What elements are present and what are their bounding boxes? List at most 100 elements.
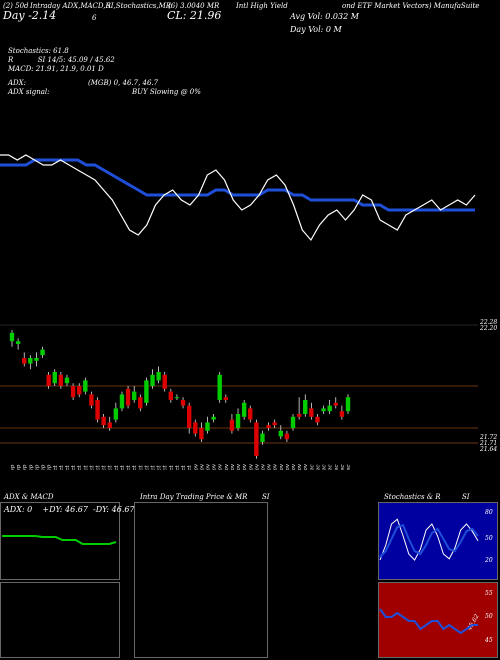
date-axis: 22 Sep23 Sep24 Sep25 Sep26 Sep29 Sep30 S… xyxy=(10,463,352,470)
candle-body xyxy=(89,394,94,406)
candle-body xyxy=(248,408,253,420)
candle-body xyxy=(174,397,180,399)
adx-panel-title: ADX & MACD xyxy=(4,493,54,501)
date-tick-label: 28 Oct xyxy=(169,465,175,470)
date-tick-label: 30 Oct xyxy=(181,465,187,470)
adx-values: ADX: 0 +DY: 46.67 -DY: 46.67 xyxy=(4,505,135,514)
candle-body xyxy=(333,402,338,406)
candle-body xyxy=(107,422,112,428)
date-tick-label: 21 Oct xyxy=(138,465,144,470)
candle-body xyxy=(315,416,320,423)
date-tick-label: 08 Dec xyxy=(340,465,346,471)
date-tick-label: 24 Oct xyxy=(157,465,163,470)
date-tick-label: 10 Oct xyxy=(96,465,102,470)
date-tick-label: 02 Dec xyxy=(315,465,321,471)
date-tick-label: 25 Nov xyxy=(291,463,297,470)
candle-body xyxy=(296,414,302,417)
candle-body xyxy=(180,400,186,406)
date-tick-label: 03 Nov xyxy=(193,463,199,470)
stoch-tick-80: 80 xyxy=(485,509,493,516)
candle-body xyxy=(241,402,247,417)
candle-body xyxy=(64,377,70,384)
date-tick-label: 31 Oct xyxy=(187,465,193,470)
candlesticks xyxy=(9,330,351,459)
date-tick-label: 20 Oct xyxy=(132,465,138,470)
date-tick-label: 07 Oct xyxy=(77,465,83,470)
date-tick-label: 17 Nov xyxy=(254,463,260,470)
date-tick-label: 17 Oct xyxy=(126,465,132,470)
candle-body xyxy=(113,408,119,420)
price-tick-bot-c: 21.64 xyxy=(480,446,498,453)
date-tick-label: 12 Nov xyxy=(236,463,242,470)
candle-body xyxy=(40,349,45,356)
date-tick-label: 15 Oct xyxy=(114,465,120,470)
avg-volume: Avg Vol: 0.032 M xyxy=(290,12,359,21)
date-tick-label: 22 Oct xyxy=(144,465,150,470)
candle-body xyxy=(9,332,15,342)
stochastics-panel xyxy=(378,502,498,580)
date-tick-label: 29 Oct xyxy=(175,465,181,470)
candle-body xyxy=(278,430,283,437)
date-tick-label: 01 Dec xyxy=(309,465,315,471)
stoch-tick-20: 20 xyxy=(485,557,493,564)
candle-body xyxy=(70,386,76,398)
candle-body xyxy=(22,358,27,364)
candle-body xyxy=(34,358,39,361)
date-tick-label: 07 Nov xyxy=(218,463,224,470)
macd-panel xyxy=(0,582,120,658)
date-tick-label: 08 Oct xyxy=(83,465,89,470)
date-tick-label: 06 Oct xyxy=(71,465,77,470)
date-tick-label: 04 Dec xyxy=(328,465,334,471)
candle-body xyxy=(77,386,82,395)
stoch-tick-50: 50 xyxy=(485,535,493,542)
close-price: CL: 21.96 xyxy=(167,9,222,22)
date-tick-label: 13 Nov xyxy=(242,463,248,470)
date-tick-label: 18 Nov xyxy=(260,463,266,470)
candle-body xyxy=(339,411,345,417)
candle-body xyxy=(95,400,100,420)
stochastics-readout: Stochastics: 61.8 xyxy=(8,47,69,55)
date-tick-label: 03 Dec xyxy=(322,465,328,471)
date-tick-label: 26 Sep xyxy=(34,464,40,470)
candle-body xyxy=(303,400,308,414)
buy-signal: BUY Slowing @ 0% xyxy=(132,88,201,96)
candle-body xyxy=(58,374,64,386)
header-line-a: (2) 50d xyxy=(3,2,29,10)
moving-average-line xyxy=(0,158,475,212)
date-tick-label: 04 Nov xyxy=(199,463,205,470)
date-tick-label: 20 Nov xyxy=(273,463,279,470)
main-chart: 22 Sep23 Sep24 Sep25 Sep26 Sep29 Sep30 S… xyxy=(0,154,478,470)
date-tick-label: 24 Nov xyxy=(285,463,291,470)
candle-body xyxy=(83,380,88,392)
date-tick-label: 16 Oct xyxy=(120,465,126,470)
price-tick-top-b: 22.20 xyxy=(480,325,498,332)
price-line xyxy=(0,154,476,242)
price-tick-bot-a: 21.72 xyxy=(480,434,498,441)
header-line-b: Intraday ADX,MACD,R xyxy=(30,2,111,10)
candle-body xyxy=(254,422,259,456)
candle-body xyxy=(345,397,351,412)
date-tick-label: 14 Nov xyxy=(248,463,254,470)
header-line-e: Intl High Yield xyxy=(236,2,288,10)
date-tick-label: 22 Sep xyxy=(10,464,16,470)
date-tick-label: 30 Sep xyxy=(47,464,53,470)
candle-body xyxy=(260,433,265,442)
candle-body xyxy=(266,425,271,428)
candle-body xyxy=(156,372,161,381)
mgb-readout: (MGB) 0, 46.7, 46.7 xyxy=(88,79,159,87)
candle-body xyxy=(272,422,277,426)
intraday-panel-title: Intra Day Trading Price & MR xyxy=(140,493,248,501)
date-tick-label: 21 Nov xyxy=(279,463,285,470)
header-line-f: ond ETF Market Vectors) ManufaSuite xyxy=(342,2,480,10)
rsi-tick-mid: 50 xyxy=(485,613,493,620)
candle-body xyxy=(235,414,241,428)
price-tick-top-a: 22.28 xyxy=(480,319,498,326)
date-tick-label: 19 Nov xyxy=(267,463,273,470)
date-tick-label: 05 Dec xyxy=(334,465,340,471)
candle-body xyxy=(46,374,51,386)
candle-body xyxy=(162,374,167,389)
candle-body xyxy=(52,372,57,384)
date-tick-label: 28 Nov xyxy=(303,463,309,470)
day-change: Day -2.14 xyxy=(3,9,57,22)
candle-body xyxy=(327,405,332,412)
